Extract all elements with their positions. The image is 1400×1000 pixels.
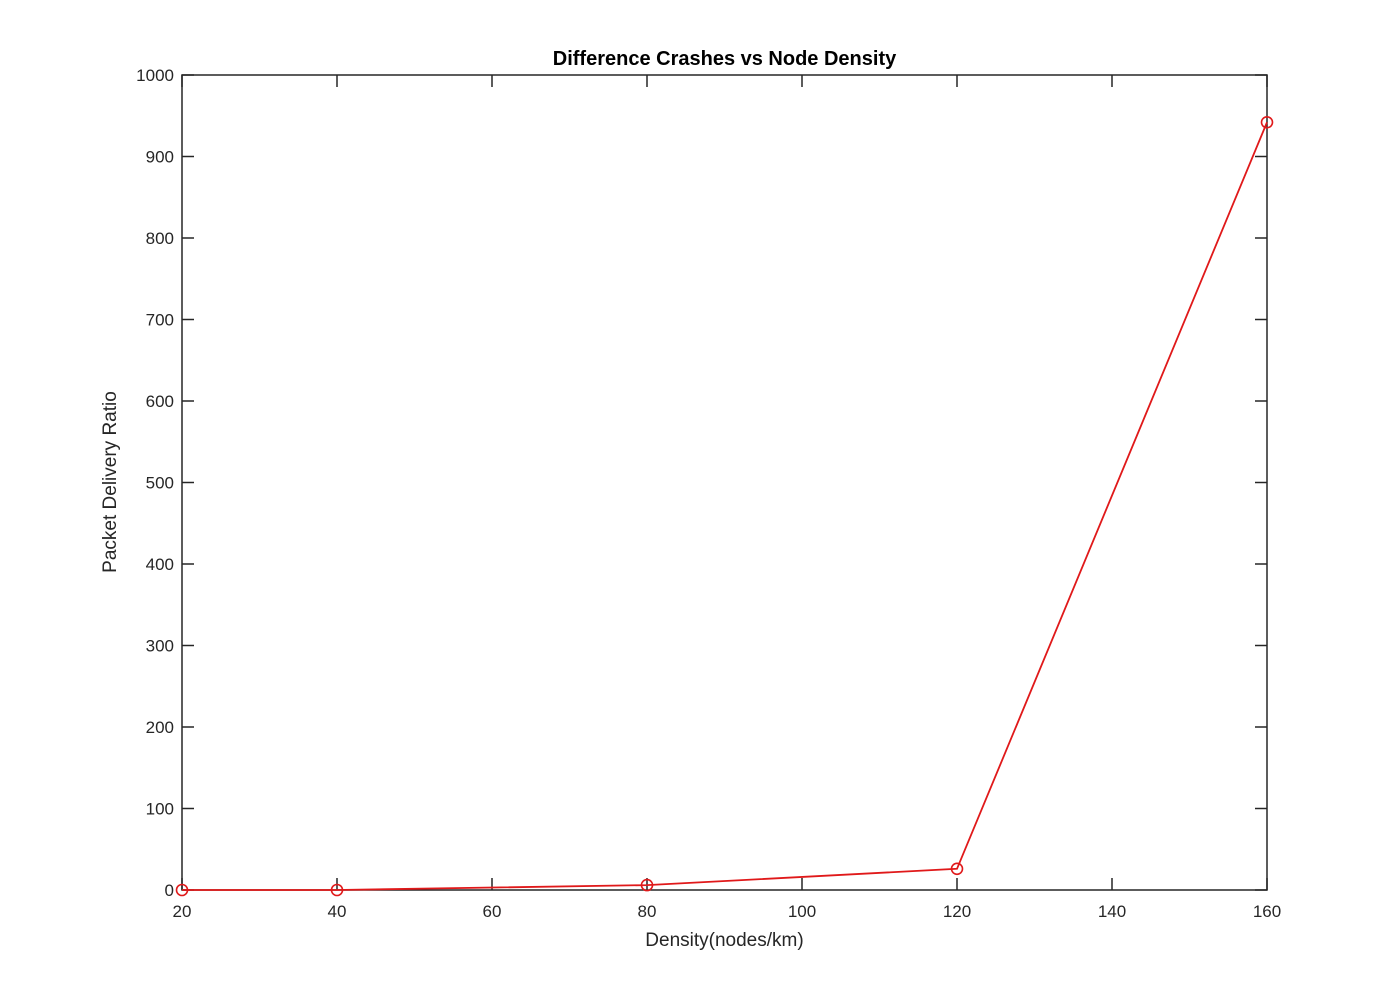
series-line [182,121,1268,891]
x-tick-label: 120 [943,902,971,921]
x-tick-label: 100 [788,902,816,921]
y-tick-label: 700 [146,311,174,330]
y-tick-label: 1000 [136,66,174,85]
x-tick-label: 140 [1098,902,1126,921]
data-point [640,878,654,892]
y-axis-label: Packet Delivery Ratio [100,391,121,573]
y-tick-label: 400 [146,555,174,574]
y-tick-label: 100 [146,800,174,819]
data-point [330,883,344,897]
plot-area [182,75,1267,890]
chart-title: Difference Crashes vs Node Density [553,48,897,70]
x-tick-label: 40 [328,902,347,921]
data-point [1260,115,1274,129]
y-tick-label: 0 [165,881,174,900]
y-tick-label: 600 [146,392,174,411]
y-tick-label: 800 [146,229,174,248]
series-layer [175,115,1274,897]
x-tick-label: 160 [1253,902,1281,921]
y-tick-label: 500 [146,474,174,493]
data-point [950,862,964,876]
x-tick-label: 80 [638,902,657,921]
y-tick-label: 900 [146,148,174,167]
x-tick-label: 20 [173,902,192,921]
x-tick-label: 60 [483,902,502,921]
y-tick-label: 200 [146,718,174,737]
y-tick-label: 300 [146,637,174,656]
x-axis-label: Density(nodes/km) [645,930,803,951]
tick-labels: 20 40 60 80 100 120 140 160 0 100 200 300 400 500 600 7… [136,66,1281,921]
plot-frame [181,74,1268,891]
data-point [175,883,189,897]
